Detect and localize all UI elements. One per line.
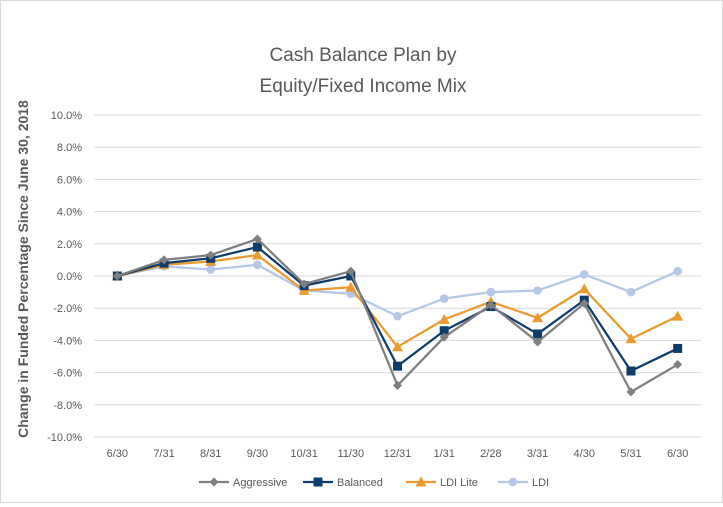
legend-swatch-marker: [209, 477, 219, 487]
y-tick-label: -2.0%: [53, 303, 82, 315]
point-ldi-lite-marker: [625, 333, 637, 344]
x-tick-label: 8/31: [200, 448, 221, 460]
point-ldi-lite-marker: [578, 283, 590, 294]
y-tick-label: 0.0%: [57, 271, 82, 283]
point-ldi-lite-marker: [438, 313, 450, 324]
point-aggressive-marker: [673, 360, 683, 370]
point-ldi-lite-marker: [251, 249, 263, 260]
series-layer: [111, 234, 684, 397]
y-tick-label: 10.0%: [51, 110, 82, 122]
x-tick-label: 5/31: [620, 448, 641, 460]
point-aggressive-marker: [159, 255, 169, 265]
chart-title-line-2: Equity/Fixed Income Mix: [260, 76, 467, 97]
point-balanced-marker: [626, 366, 636, 376]
x-tick-label: 6/30: [667, 448, 688, 460]
x-tick-label: 1/31: [433, 448, 454, 460]
legend-swatch-marker: [508, 477, 518, 487]
chart-title-line-1: Cash Balance Plan by: [270, 45, 457, 66]
point-aggressive-marker: [393, 380, 402, 390]
x-tick-label: 7/31: [153, 448, 174, 460]
point-balanced-marker: [673, 343, 683, 353]
y-tick-label: 6.0%: [57, 174, 82, 186]
legend-swatch-marker: [415, 476, 427, 487]
point-aggressive-marker: [626, 387, 636, 397]
point-ldi-marker: [393, 311, 402, 321]
point-ldi-marker: [673, 266, 682, 276]
point-aggressive-marker: [439, 332, 449, 342]
y-tick-label: 4.0%: [57, 207, 82, 219]
point-balanced-marker: [533, 329, 543, 339]
point-ldi-marker: [206, 265, 216, 274]
x-tick-labels: 6/30 7/31 8/31 9/30 10/31 11/30 12/31 1/31 2/28 3…: [107, 448, 689, 460]
legend-label: LDI Lite: [440, 477, 478, 489]
y-tick-label: 2.0%: [57, 239, 82, 251]
point-ldi-marker: [253, 260, 262, 270]
point-aggressive-marker: [579, 298, 589, 308]
y-tick-label: 8.0%: [57, 142, 82, 154]
point-ldi-marker: [486, 287, 496, 297]
point-balanced-marker: [393, 361, 402, 371]
y-tick-label: -8.0%: [53, 400, 82, 412]
y-axis-title: Change in Funded Percentage Since June 3…: [15, 100, 31, 438]
x-tick-label: 4/30: [574, 448, 595, 460]
point-ldi-lite-marker: [392, 341, 403, 352]
series-line-balanced: [117, 245, 679, 373]
y-tick-labels: 10.0% 8.0% 6.0% 4.0% 2.0% 0.0% -2.0% -4.0% -6.0%…: [47, 110, 82, 444]
point-ldi-lite-marker: [532, 312, 544, 323]
point-balanced-marker: [252, 242, 262, 252]
point-balanced-marker: [346, 271, 356, 281]
point-aggressive-marker: [299, 279, 309, 289]
legend-item-aggressive: Aggressive: [199, 477, 287, 489]
point-aggressive-marker: [112, 271, 122, 281]
point-balanced-marker: [439, 326, 449, 336]
x-tick-label: 11/30: [337, 448, 364, 460]
point-ldi-marker: [579, 270, 589, 279]
x-tick-label: 3/31: [527, 448, 548, 460]
point-ldi-marker: [439, 294, 449, 303]
x-tick-label: 6/30: [107, 448, 128, 460]
legend-item-balanced: Balanced: [303, 477, 383, 489]
point-ldi-marker: [533, 286, 542, 295]
y-tick-label: -4.0%: [53, 335, 82, 347]
point-aggressive-marker: [346, 266, 356, 276]
y-tick-label: -10.0%: [47, 432, 82, 444]
x-tick-label: 9/30: [247, 448, 268, 460]
series-ldi: [113, 260, 682, 321]
legend: Aggressive Balanced LDI Lite LDI: [199, 476, 549, 489]
x-tick-label: 10/31: [290, 448, 318, 460]
legend-label: Aggressive: [233, 477, 287, 489]
x-tick-label: 12/31: [384, 448, 412, 460]
point-aggressive-marker: [486, 300, 496, 310]
gridlines: [94, 114, 701, 438]
legend-label: LDI: [532, 477, 549, 489]
legend-item-ldi-lite: LDI Lite: [406, 476, 478, 489]
point-ldi-marker: [626, 287, 636, 297]
series-aggressive: [112, 234, 683, 397]
legend-item-ldi: LDI: [498, 477, 549, 489]
y-tick-label: -6.0%: [53, 368, 82, 380]
series-ldi-lite: [111, 249, 684, 352]
point-aggressive-marker: [206, 250, 216, 260]
point-aggressive-marker: [252, 234, 262, 244]
legend-label: Balanced: [337, 477, 383, 489]
point-ldi-lite-marker: [672, 310, 684, 321]
x-tick-label: 2/28: [480, 448, 501, 460]
point-ldi-lite-marker: [345, 281, 357, 292]
point-aggressive-marker: [533, 337, 543, 347]
legend-swatch-marker: [313, 477, 323, 487]
